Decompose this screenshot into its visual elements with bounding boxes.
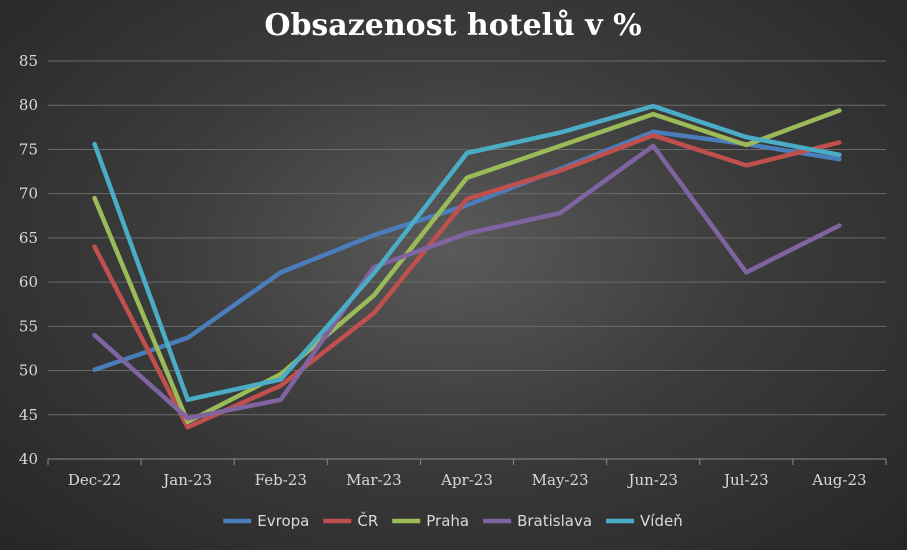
x-tick-label: Apr-23 <box>440 471 493 489</box>
y-tick-label: 40 <box>19 450 38 468</box>
y-tick-label: 70 <box>19 185 38 203</box>
legend-label: Praha <box>426 512 469 530</box>
x-tick-label: Mar-23 <box>346 471 402 489</box>
chart-title: Obsazenost hotelů v % <box>264 8 641 43</box>
x-tick-label: May-23 <box>532 471 589 489</box>
y-tick-label: 50 <box>19 362 38 380</box>
y-tick-label: 65 <box>19 229 38 247</box>
y-tick-label: 80 <box>19 96 38 114</box>
gridlines <box>48 60 886 460</box>
y-tick-label: 45 <box>19 406 38 424</box>
legend-label: Vídeň <box>640 512 683 530</box>
x-tick-label: Jan-23 <box>161 471 212 489</box>
axes: 40 45 50 55 60 65 70 75 80 85 Dec-22 Jan-23 Feb-23 Ma… <box>19 52 887 489</box>
x-tick-label: Jun-23 <box>626 471 678 489</box>
series-lines <box>92 103 842 430</box>
legend: Evropa ČR Praha Bratislava Vídeň <box>223 511 683 530</box>
legend-label: Bratislava <box>517 512 592 530</box>
y-tick-label: 85 <box>19 52 38 70</box>
legend-label: ČR <box>357 511 378 530</box>
x-tick-label: Aug-23 <box>811 471 866 489</box>
series-4 <box>92 103 842 402</box>
x-tick-label: Dec-22 <box>68 471 121 489</box>
legend-label: Evropa <box>257 512 309 530</box>
series-line <box>92 103 842 402</box>
series-3 <box>92 143 842 421</box>
y-tick-label: 55 <box>19 317 38 335</box>
series-2 <box>92 108 842 425</box>
y-tick-label: 75 <box>19 140 38 158</box>
x-tick-label: Jul-23 <box>722 471 769 489</box>
y-tick-label: 60 <box>19 273 38 291</box>
x-tick-label: Feb-23 <box>255 471 307 489</box>
